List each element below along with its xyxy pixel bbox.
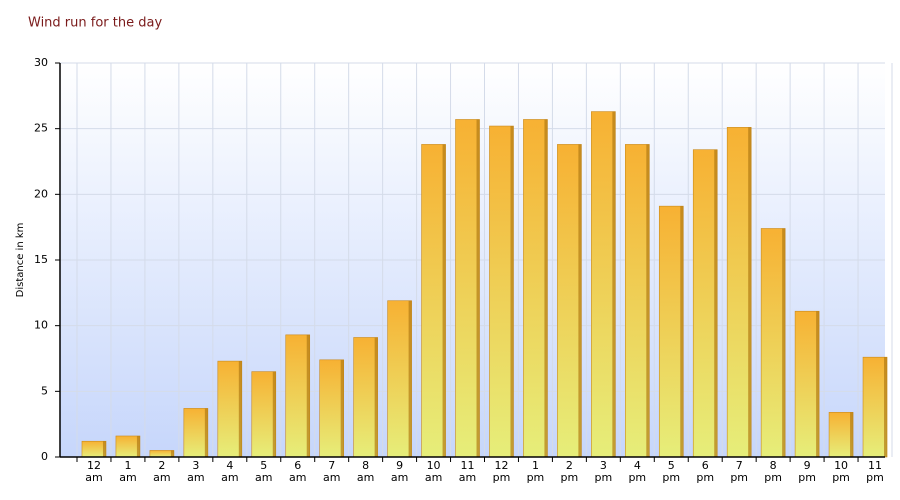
x-tick-label: 6 pm bbox=[696, 459, 715, 484]
bar-side bbox=[136, 435, 140, 457]
y-tick-label: 10 bbox=[34, 319, 48, 332]
x-tick-label: 2 pm bbox=[560, 459, 579, 484]
y-tick-label: 25 bbox=[34, 122, 48, 135]
bar bbox=[862, 356, 888, 458]
bar bbox=[591, 111, 616, 458]
bar bbox=[557, 144, 582, 458]
bar bbox=[828, 412, 854, 458]
x-tick-label: 2 am bbox=[153, 459, 171, 484]
x-tick-label: 7 am bbox=[322, 459, 341, 484]
x-tick-label: 3 pm bbox=[594, 459, 613, 484]
x-tick-label: 6 am bbox=[288, 459, 307, 484]
bar bbox=[794, 310, 820, 458]
chart-title: Wind run for the day bbox=[28, 16, 162, 31]
bar-side bbox=[884, 357, 888, 457]
bar bbox=[149, 450, 175, 458]
bar-side bbox=[204, 408, 208, 457]
bar bbox=[421, 144, 446, 458]
x-tick-label: 12 am bbox=[85, 459, 103, 484]
bar-side bbox=[102, 441, 106, 457]
x-tick-label: 1 am bbox=[119, 459, 137, 484]
bar bbox=[251, 371, 277, 458]
bar bbox=[523, 119, 548, 458]
bar-side bbox=[816, 311, 820, 457]
bar-side bbox=[170, 450, 174, 457]
y-axis-label: Distance in km bbox=[15, 223, 26, 298]
bar bbox=[658, 205, 684, 458]
bar-side bbox=[680, 206, 684, 457]
y-tick-label: 20 bbox=[34, 187, 48, 200]
bar bbox=[625, 144, 650, 458]
bar-side bbox=[340, 359, 344, 457]
bar bbox=[81, 440, 107, 458]
x-tick-label: 11 am bbox=[458, 459, 477, 484]
bar-side bbox=[442, 144, 446, 457]
bar-side bbox=[782, 228, 786, 457]
x-tick-label: 9 pm bbox=[798, 459, 816, 484]
bar bbox=[319, 359, 344, 458]
bar-side bbox=[714, 149, 718, 457]
x-tick-label: 8 pm bbox=[764, 459, 782, 484]
bar-side bbox=[850, 412, 854, 457]
x-tick-label: 12 pm bbox=[492, 459, 511, 484]
y-tick-label: 0 bbox=[41, 450, 48, 463]
bar bbox=[387, 300, 412, 458]
bar-side bbox=[510, 126, 514, 457]
y-tick-label: 30 bbox=[34, 56, 48, 69]
bar bbox=[726, 127, 752, 458]
bar bbox=[115, 435, 141, 458]
bar-side bbox=[306, 334, 310, 457]
y-tick-label: 15 bbox=[34, 253, 48, 266]
x-tick-label: 9 am bbox=[390, 459, 409, 484]
bar-side bbox=[238, 361, 242, 457]
bar-side bbox=[476, 119, 480, 458]
bar bbox=[183, 408, 209, 458]
x-tick-label: 8 am bbox=[356, 459, 375, 484]
bar-side bbox=[408, 300, 412, 457]
x-tick-label: 3 am bbox=[187, 459, 205, 484]
x-tick-label: 11 pm bbox=[866, 459, 884, 484]
bar-side bbox=[374, 337, 378, 457]
y-tick-label: 5 bbox=[41, 384, 48, 397]
bar-side bbox=[748, 127, 752, 457]
bar bbox=[760, 228, 786, 458]
x-tick-label: 5 pm bbox=[662, 459, 681, 484]
x-tick-label: 4 pm bbox=[628, 459, 647, 484]
x-tick-label: 10 am bbox=[424, 459, 443, 484]
bar-side bbox=[272, 371, 276, 457]
bar bbox=[692, 149, 718, 458]
bar-side bbox=[544, 119, 548, 458]
bar-side bbox=[612, 111, 616, 458]
bar bbox=[353, 337, 378, 458]
bar-side bbox=[578, 144, 582, 457]
bar-side bbox=[646, 144, 650, 457]
x-tick-label: 7 pm bbox=[730, 459, 749, 484]
bar bbox=[455, 119, 480, 458]
bar bbox=[285, 334, 311, 458]
x-tick-label: 5 am bbox=[255, 459, 273, 484]
bar bbox=[489, 125, 514, 458]
bar bbox=[217, 360, 243, 458]
x-tick-label: 10 pm bbox=[832, 459, 850, 484]
x-tick-label: 1 pm bbox=[526, 459, 545, 484]
x-tick-label: 4 am bbox=[221, 459, 239, 484]
